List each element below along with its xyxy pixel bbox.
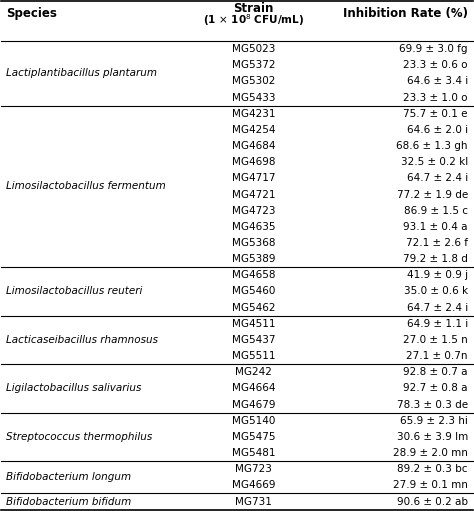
Text: 86.9 ± 1.5 c: 86.9 ± 1.5 c <box>404 206 468 216</box>
Text: MG4511: MG4511 <box>232 319 275 329</box>
Text: MG4664: MG4664 <box>232 383 275 393</box>
Text: MG4721: MG4721 <box>232 190 275 199</box>
Text: 75.7 ± 0.1 e: 75.7 ± 0.1 e <box>403 109 468 119</box>
Text: MG5433: MG5433 <box>232 92 275 103</box>
Text: 27.0 ± 1.5 n: 27.0 ± 1.5 n <box>403 335 468 345</box>
Text: MG4669: MG4669 <box>232 480 275 491</box>
Text: 64.6 ± 3.4 i: 64.6 ± 3.4 i <box>407 77 468 86</box>
Text: MG5368: MG5368 <box>232 238 275 248</box>
Text: MG723: MG723 <box>235 464 272 474</box>
Text: Strain: Strain <box>233 3 273 15</box>
Text: MG5481: MG5481 <box>232 448 275 458</box>
Text: 92.7 ± 0.8 a: 92.7 ± 0.8 a <box>403 383 468 393</box>
Text: Lactiplantibacillus plantarum: Lactiplantibacillus plantarum <box>6 68 157 78</box>
Text: MG5140: MG5140 <box>232 416 275 426</box>
Text: MG4231: MG4231 <box>232 109 275 119</box>
Text: Species: Species <box>6 8 57 20</box>
Text: MG5389: MG5389 <box>232 254 275 264</box>
Text: 72.1 ± 2.6 f: 72.1 ± 2.6 f <box>406 238 468 248</box>
Text: MG4698: MG4698 <box>232 157 275 167</box>
Text: 77.2 ± 1.9 de: 77.2 ± 1.9 de <box>397 190 468 199</box>
Text: 23.3 ± 0.6 o: 23.3 ± 0.6 o <box>403 60 468 71</box>
Text: 90.6 ± 0.2 ab: 90.6 ± 0.2 ab <box>397 497 468 506</box>
Text: Lacticaseibacillus rhamnosus: Lacticaseibacillus rhamnosus <box>6 335 158 345</box>
Text: 30.6 ± 3.9 lm: 30.6 ± 3.9 lm <box>397 432 468 442</box>
Text: 78.3 ± 0.3 de: 78.3 ± 0.3 de <box>397 400 468 410</box>
Text: 92.8 ± 0.7 a: 92.8 ± 0.7 a <box>403 367 468 377</box>
Text: 89.2 ± 0.3 bc: 89.2 ± 0.3 bc <box>397 464 468 474</box>
Text: (1 $\times$ 10$^{8}$ CFU/mL): (1 $\times$ 10$^{8}$ CFU/mL) <box>203 13 304 29</box>
Text: 69.9 ± 3.0 fg: 69.9 ± 3.0 fg <box>400 44 468 54</box>
Text: 64.6 ± 2.0 i: 64.6 ± 2.0 i <box>407 125 468 135</box>
Text: 35.0 ± 0.6 k: 35.0 ± 0.6 k <box>404 287 468 296</box>
Text: MG5475: MG5475 <box>232 432 275 442</box>
Text: MG5372: MG5372 <box>232 60 275 71</box>
Text: Limosilactobacillus fermentum: Limosilactobacillus fermentum <box>6 181 166 192</box>
Text: Ligilactobacillus salivarius: Ligilactobacillus salivarius <box>6 383 141 393</box>
Text: MG4723: MG4723 <box>232 206 275 216</box>
Text: MG4717: MG4717 <box>232 173 275 183</box>
Text: 41.9 ± 0.9 j: 41.9 ± 0.9 j <box>407 270 468 281</box>
Text: MG4254: MG4254 <box>232 125 275 135</box>
Text: 93.1 ± 0.4 a: 93.1 ± 0.4 a <box>403 222 468 232</box>
Text: 64.9 ± 1.1 i: 64.9 ± 1.1 i <box>407 319 468 329</box>
Text: MG5023: MG5023 <box>232 44 275 54</box>
Text: Limosilactobacillus reuteri: Limosilactobacillus reuteri <box>6 287 143 296</box>
Text: 64.7 ± 2.4 i: 64.7 ± 2.4 i <box>407 173 468 183</box>
Text: MG4635: MG4635 <box>232 222 275 232</box>
Text: 64.7 ± 2.4 i: 64.7 ± 2.4 i <box>407 303 468 313</box>
Text: 28.9 ± 2.0 mn: 28.9 ± 2.0 mn <box>393 448 468 458</box>
Text: MG4684: MG4684 <box>232 141 275 151</box>
Text: MG5437: MG5437 <box>232 335 275 345</box>
Text: Bifidobacterium longum: Bifidobacterium longum <box>6 472 131 482</box>
Text: MG4658: MG4658 <box>232 270 275 281</box>
Text: 23.3 ± 1.0 o: 23.3 ± 1.0 o <box>403 92 468 103</box>
Text: MG731: MG731 <box>235 497 272 506</box>
Text: MG5460: MG5460 <box>232 287 275 296</box>
Text: 65.9 ± 2.3 hi: 65.9 ± 2.3 hi <box>400 416 468 426</box>
Text: Bifidobacterium bifidum: Bifidobacterium bifidum <box>6 497 131 506</box>
Text: 79.2 ± 1.8 d: 79.2 ± 1.8 d <box>403 254 468 264</box>
Text: MG5511: MG5511 <box>232 351 275 361</box>
Text: MG242: MG242 <box>235 367 272 377</box>
Text: 68.6 ± 1.3 gh: 68.6 ± 1.3 gh <box>396 141 468 151</box>
Text: Streptococcus thermophilus: Streptococcus thermophilus <box>6 432 152 442</box>
Text: MG4679: MG4679 <box>232 400 275 410</box>
Text: 27.9 ± 0.1 mn: 27.9 ± 0.1 mn <box>393 480 468 491</box>
Text: MG5462: MG5462 <box>232 303 275 313</box>
Text: 27.1 ± 0.7n: 27.1 ± 0.7n <box>406 351 468 361</box>
Text: MG5302: MG5302 <box>232 77 275 86</box>
Text: Inhibition Rate (%): Inhibition Rate (%) <box>343 8 468 20</box>
Text: 32.5 ± 0.2 kl: 32.5 ± 0.2 kl <box>401 157 468 167</box>
